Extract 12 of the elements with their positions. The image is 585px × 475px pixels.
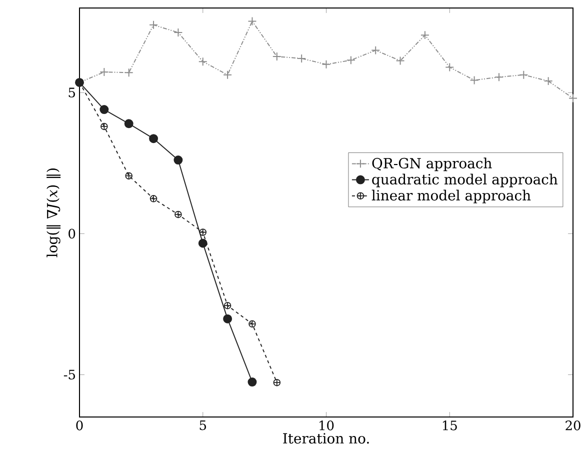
y-tick-label: -5 xyxy=(64,370,75,380)
x-tick-label: 20 xyxy=(566,420,580,430)
legend-label: QR-GN approach xyxy=(372,158,492,172)
legend-label: quadratic model approach xyxy=(372,174,558,188)
y-tick-label: 0 xyxy=(68,228,76,239)
x-tick-label: 5 xyxy=(200,420,206,430)
legend-label: linear model approach xyxy=(372,190,531,204)
x-tick-label: 0 xyxy=(76,420,83,430)
x-axis-title: Iteration no. xyxy=(283,433,369,444)
y-tick-label: 5 xyxy=(68,88,75,98)
x-tick-label: 10 xyxy=(320,420,334,430)
x-tick-label: 15 xyxy=(442,420,457,430)
